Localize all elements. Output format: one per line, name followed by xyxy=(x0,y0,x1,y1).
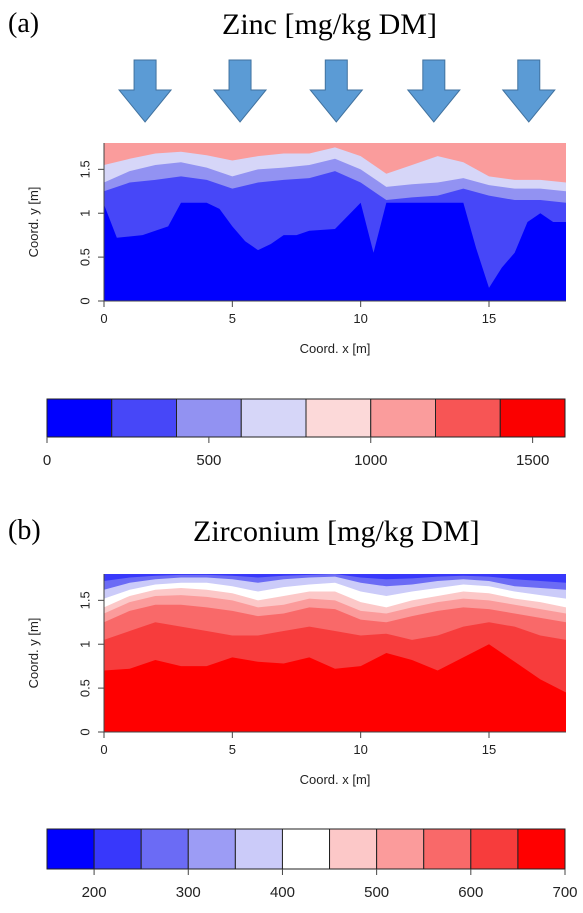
down-arrow-icon xyxy=(501,59,556,123)
y-tick-label: 1.5 xyxy=(77,160,92,178)
panel-a-title: Zinc [mg/kg DM] xyxy=(222,8,437,41)
colorbar-swatch xyxy=(435,398,501,438)
x-tick-label: 15 xyxy=(482,742,496,757)
x-tick-label: 5 xyxy=(229,311,236,326)
y-tick-label: 0.5 xyxy=(77,679,92,697)
colorbar-tick-label: 600 xyxy=(458,884,483,901)
colorbar-tick-label: 500 xyxy=(364,884,389,901)
panel-a-letter: (a) xyxy=(8,8,40,39)
x-tick-label: 0 xyxy=(100,742,107,757)
y-tick-label: 0 xyxy=(77,297,92,304)
heatmap-fill xyxy=(104,574,566,732)
colorbar-swatch xyxy=(46,828,95,870)
down-arrow-icon xyxy=(406,59,461,123)
x-tick-label: 5 xyxy=(229,742,236,757)
y-tick-label: 1.5 xyxy=(77,591,92,609)
y-tick-label: 1 xyxy=(77,210,92,217)
colorbar-swatch xyxy=(176,398,242,438)
colorbar-swatch xyxy=(46,398,113,438)
down-arrow-icon xyxy=(118,59,173,123)
y-tick-label: 0.5 xyxy=(77,248,92,266)
colorbar-swatch xyxy=(423,828,472,870)
colorbar-swatch xyxy=(140,828,189,870)
colorbar-tick-label: 200 xyxy=(82,884,107,901)
y-axis-label: Coord. y [m] xyxy=(26,187,41,258)
x-tick-label: 10 xyxy=(353,311,367,326)
colorbar-swatch xyxy=(240,398,307,438)
colorbar-swatch xyxy=(187,828,236,870)
colorbar-swatch xyxy=(111,398,177,438)
contour-band xyxy=(104,574,566,599)
colorbar-tick-label: 0 xyxy=(43,452,51,469)
colorbar-swatch xyxy=(376,828,425,870)
contour-band xyxy=(104,574,566,590)
colorbar-swatch xyxy=(93,828,142,870)
heatmap-fill xyxy=(104,143,566,301)
y-tick-label: 0 xyxy=(77,728,92,735)
panel-b-letter: (b) xyxy=(8,515,41,546)
y-tick-label: 1 xyxy=(77,641,92,648)
contour-band xyxy=(104,574,566,583)
panel-b-title: Zirconium [mg/kg DM] xyxy=(193,515,480,548)
colorbar-tick-label: 500 xyxy=(196,452,221,469)
colorbar-tick-label: 300 xyxy=(176,884,201,901)
down-arrow-icon xyxy=(212,59,268,123)
zirconium-chart: 0 5 10 15 0 0.5 1 1.5 Coord. x [m] Coord. y [m] 20… xyxy=(26,574,578,901)
colorbar-swatch xyxy=(499,398,566,438)
down-arrow-icon xyxy=(309,59,364,123)
colorbar-swatch xyxy=(234,828,283,870)
zinc-chart: 0 5 10 15 0 0.5 1 1.5 Coord. x [m] Coord. y [m] 0 5… xyxy=(26,59,566,469)
x-tick-label: 15 xyxy=(482,311,496,326)
contour-band xyxy=(104,143,566,183)
x-tick-label: 10 xyxy=(353,742,367,757)
colorbar-swatch xyxy=(517,828,566,870)
x-axis-label: Coord. x [m] xyxy=(300,772,371,787)
colorbar-tick-label: 1000 xyxy=(354,452,387,469)
y-axis-label: Coord. y [m] xyxy=(26,618,41,689)
x-tick-label: 0 xyxy=(100,311,107,326)
colorbar-swatch xyxy=(370,398,436,438)
colorbar-tick-label: 700 xyxy=(552,884,577,901)
colorbar-tick-label: 1500 xyxy=(516,452,549,469)
x-axis-label: Coord. x [m] xyxy=(300,341,371,356)
colorbar-swatch xyxy=(305,398,372,438)
colorbar-swatch xyxy=(329,828,378,870)
colorbar-tick-label: 400 xyxy=(270,884,295,901)
colorbar-swatch xyxy=(281,828,331,870)
colorbar-swatch xyxy=(470,828,519,870)
